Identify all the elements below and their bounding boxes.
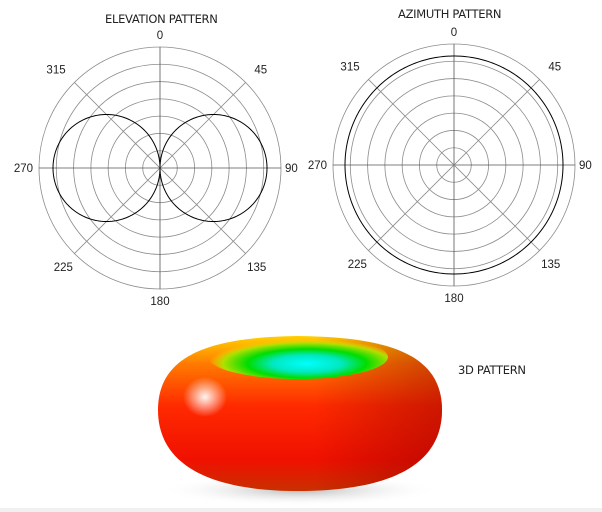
elevation-title: ELEVATION PATTERN xyxy=(105,12,218,26)
grid-spoke xyxy=(368,79,540,251)
angle-label-45: 45 xyxy=(254,65,267,77)
angle-label-45: 45 xyxy=(548,62,561,74)
angle-label-225: 225 xyxy=(348,259,367,271)
torus-hole xyxy=(208,335,388,379)
angle-label-270: 270 xyxy=(14,163,33,175)
angle-label-90: 90 xyxy=(579,160,592,172)
angle-label-315: 315 xyxy=(340,62,359,74)
torus-graphic xyxy=(158,335,442,506)
angle-label-315: 315 xyxy=(46,65,65,77)
angle-label-180: 180 xyxy=(444,293,463,305)
angle-label-135: 135 xyxy=(247,262,266,274)
3d-pattern-image xyxy=(150,305,450,512)
angle-label-0: 0 xyxy=(451,27,457,39)
pattern-trace xyxy=(52,113,268,223)
3d-pattern-title: 3D PATTERN xyxy=(458,363,526,377)
azimuth-title: AZIMUTH PATTERN xyxy=(398,7,502,21)
bottom-border xyxy=(0,508,602,512)
azimuth-polar-plot: 0 45 90 135 180 225 270 315 xyxy=(308,27,592,305)
angle-label-90: 90 xyxy=(285,163,298,175)
pattern-trace xyxy=(344,55,564,275)
torus-highlight xyxy=(183,377,227,417)
angle-label-270: 270 xyxy=(308,160,327,172)
angle-label-225: 225 xyxy=(54,262,73,274)
angle-label-135: 135 xyxy=(541,259,560,271)
angle-label-0: 0 xyxy=(157,30,163,42)
